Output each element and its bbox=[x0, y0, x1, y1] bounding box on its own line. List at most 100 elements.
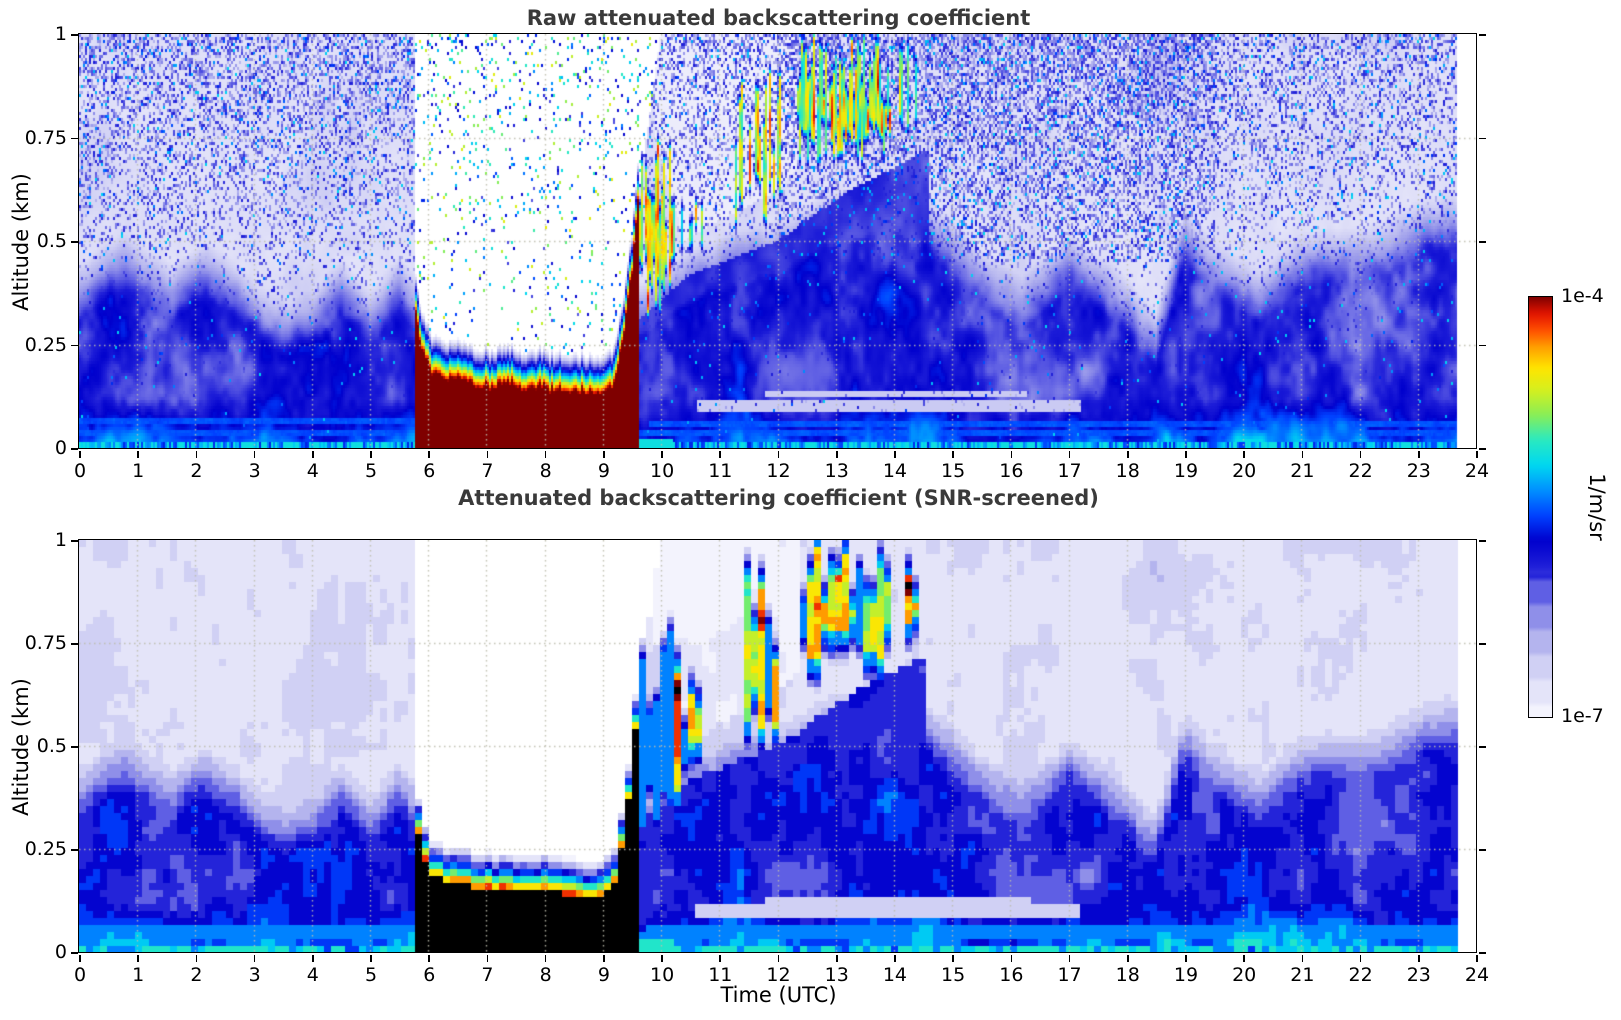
x-tick-mark bbox=[777, 954, 780, 962]
x-tick-label: 16 bbox=[999, 460, 1024, 482]
y-tick-label: 0.75 bbox=[24, 632, 67, 654]
x-tick-label: 0 bbox=[73, 964, 87, 986]
x-tick-label: 1 bbox=[132, 460, 145, 482]
colorbar-units-label: 1/m/sr bbox=[1585, 473, 1609, 541]
y-tick-mark-right bbox=[1478, 34, 1486, 36]
x-tick-label: 1 bbox=[132, 964, 145, 986]
x-tick-mark bbox=[777, 450, 780, 458]
y-tick-mark bbox=[71, 540, 79, 542]
x-tick-label: 0 bbox=[73, 460, 87, 482]
x-tick-mark bbox=[719, 954, 722, 962]
x-tick-label: 14 bbox=[882, 460, 907, 482]
x-tick-label: 21 bbox=[1290, 964, 1315, 986]
y-tick-mark bbox=[71, 746, 79, 748]
x-tick-label: 17 bbox=[1057, 964, 1082, 986]
x-tick-label: 4 bbox=[306, 964, 319, 986]
x-tick-label: 22 bbox=[1348, 460, 1373, 482]
x-tick-mark bbox=[1068, 450, 1071, 458]
x-tick-label: 15 bbox=[941, 460, 966, 482]
x-tick-mark bbox=[312, 450, 314, 458]
x-tick-label: 10 bbox=[649, 964, 675, 986]
y-tick-mark-right bbox=[1478, 344, 1486, 347]
raw-heatmap-canvas bbox=[79, 34, 1477, 449]
x-tick-mark bbox=[312, 954, 314, 962]
colorbar-min-label: 1e-7 bbox=[1561, 705, 1604, 727]
x-tick-label: 16 bbox=[999, 964, 1024, 986]
y-tick-mark-right bbox=[1478, 137, 1486, 140]
y-tick-mark-right bbox=[1478, 746, 1486, 748]
x-tick-mark bbox=[1126, 450, 1129, 458]
raw-panel-title: Raw attenuated backscattering coefficien… bbox=[526, 6, 1031, 30]
x-tick-mark bbox=[370, 450, 372, 458]
x-tick-mark bbox=[1243, 954, 1245, 962]
x-tick-label: 3 bbox=[248, 460, 261, 482]
y-tick-mark bbox=[71, 137, 79, 140]
y-tick-mark-right bbox=[1478, 952, 1486, 954]
y-tick-mark-right bbox=[1478, 540, 1486, 542]
x-tick-mark bbox=[1126, 954, 1129, 962]
x-tick-mark bbox=[661, 954, 663, 962]
y-tick-mark bbox=[71, 241, 79, 243]
x-tick-mark bbox=[1359, 450, 1362, 458]
x-tick-mark bbox=[544, 954, 547, 962]
x-tick-label: 10 bbox=[649, 460, 675, 482]
x-tick-mark bbox=[1476, 954, 1478, 962]
x-tick-label: 7 bbox=[481, 964, 494, 986]
x-tick-label: 12 bbox=[766, 460, 791, 482]
x-tick-mark bbox=[603, 954, 605, 962]
y-tick-mark-right bbox=[1478, 241, 1486, 243]
x-tick-mark bbox=[428, 954, 431, 962]
y-tick-label: 1 bbox=[54, 23, 67, 45]
x-tick-mark bbox=[544, 450, 547, 458]
x-tick-label: 18 bbox=[1115, 460, 1140, 482]
screened-heatmap-canvas bbox=[79, 540, 1477, 953]
x-tick-mark bbox=[835, 954, 838, 962]
x-tick-mark bbox=[1301, 450, 1304, 458]
x-tick-label: 3 bbox=[248, 964, 261, 986]
x-tick-mark bbox=[79, 954, 81, 962]
x-tick-mark bbox=[137, 954, 139, 962]
y-tick-label: 0.25 bbox=[24, 333, 67, 356]
x-tick-label: 22 bbox=[1348, 964, 1373, 986]
screened-panel-title: Attenuated backscattering coefficient (S… bbox=[458, 486, 1099, 510]
x-tick-mark bbox=[952, 450, 954, 458]
x-tick-label: 19 bbox=[1173, 964, 1199, 986]
x-tick-label: 6 bbox=[423, 964, 436, 986]
x-tick-mark bbox=[1476, 450, 1478, 458]
x-tick-mark bbox=[486, 954, 489, 962]
x-tick-label: 20 bbox=[1232, 964, 1257, 986]
x-tick-mark bbox=[1417, 450, 1420, 458]
x-tick-label: 13 bbox=[824, 964, 849, 986]
x-tick-label: 19 bbox=[1173, 460, 1199, 482]
x-tick-label: 5 bbox=[364, 964, 378, 986]
x-tick-mark bbox=[603, 450, 605, 458]
x-tick-mark bbox=[1359, 954, 1362, 962]
x-tick-mark bbox=[1417, 954, 1420, 962]
y-tick-mark bbox=[71, 34, 79, 36]
x-tick-label: 2 bbox=[190, 460, 203, 482]
y-tick-label: 0 bbox=[54, 941, 67, 963]
y-tick-mark bbox=[71, 952, 79, 954]
y-tick-mark bbox=[71, 448, 79, 450]
y-tick-label: 0.75 bbox=[24, 126, 67, 149]
x-tick-label: 8 bbox=[539, 964, 552, 986]
x-tick-label: 23 bbox=[1406, 964, 1431, 986]
y-tick-mark-right bbox=[1478, 448, 1486, 450]
y-tick-mark-right bbox=[1478, 643, 1486, 645]
x-tick-label: 11 bbox=[708, 964, 733, 986]
x-tick-mark bbox=[661, 450, 663, 458]
x-tick-label: 8 bbox=[539, 460, 552, 482]
x-tick-mark bbox=[195, 450, 198, 458]
y-tick-label: 0.5 bbox=[36, 735, 67, 757]
x-tick-label: 14 bbox=[882, 964, 907, 986]
x-tick-mark bbox=[79, 450, 81, 458]
x-tick-label: 13 bbox=[824, 460, 849, 482]
y-tick-label: 1 bbox=[54, 529, 67, 551]
colorbar bbox=[1527, 295, 1553, 718]
x-tick-label: 9 bbox=[597, 964, 610, 986]
y-tick-mark-right bbox=[1478, 849, 1486, 851]
y-tick-label: 0 bbox=[54, 437, 67, 459]
x-tick-mark bbox=[1185, 450, 1187, 458]
x-tick-mark bbox=[719, 450, 722, 458]
